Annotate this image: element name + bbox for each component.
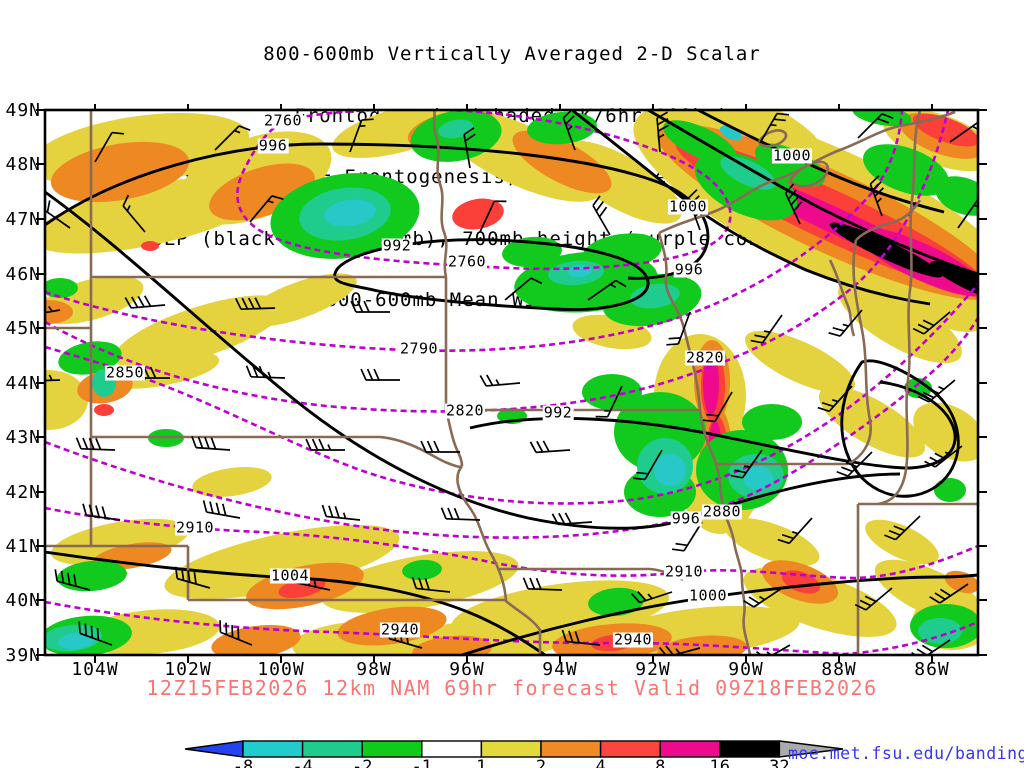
mslp-contours [45, 110, 978, 655]
lat-axis-label: 39N [5, 645, 41, 666]
colorbar-tick-label: -8 [233, 757, 253, 768]
forecast-caption: 12Z15FEB2026 12km NAM 69hr forecast Vali… [146, 676, 878, 700]
lon-axis-label: 88W [821, 659, 857, 680]
colorbar-tick-label: 32 [769, 757, 789, 768]
lon-axis-label: 92W [635, 659, 671, 680]
lat-axis-label: 46N [5, 264, 41, 285]
colorbar-tick-label: 1 [476, 757, 486, 768]
height-contour-label: 2790 [398, 339, 440, 358]
height-contour-label: 2910 [663, 562, 705, 581]
height-contour-label: 2940 [379, 620, 421, 639]
lat-axis-label: 44N [5, 373, 41, 394]
colorbar-tick-label: -4 [292, 757, 312, 768]
lat-axis-label: 49N [5, 100, 41, 121]
lon-axis-label: 98W [356, 659, 392, 680]
lat-axis-label: 42N [5, 482, 41, 503]
mslp-contour-label: 1000 [771, 146, 813, 165]
colorbar-tick-label: 8 [655, 757, 665, 768]
mslp-contour-label: 996 [670, 509, 702, 528]
lon-axis-label: 102W [164, 659, 212, 680]
lat-axis-label: 40N [5, 590, 41, 611]
lon-axis-label: 90W [728, 659, 764, 680]
height-contour-label: 2760 [262, 111, 304, 130]
lon-axis-label: 86W [914, 659, 950, 680]
lat-axis-label: 41N [5, 536, 41, 557]
state-borders [45, 110, 978, 655]
mslp-contour-label: 996 [673, 260, 705, 279]
height-contour-label: 2820 [684, 348, 726, 367]
lon-axis-label: 104W [71, 659, 119, 680]
wind-barbs [45, 110, 978, 655]
height-contours-700mb [45, 110, 978, 655]
colorbar-tick-label: -2 [352, 757, 372, 768]
mslp-contour-label: 992 [542, 403, 574, 422]
height-contour-label: 2880 [701, 502, 743, 521]
colorbar-tick-label: 16 [710, 757, 730, 768]
height-contour-label: 2850 [104, 363, 146, 382]
axis-ticks [36, 104, 987, 663]
height-contour-label: 2820 [444, 401, 486, 420]
mslp-contour-label: 996 [257, 136, 289, 155]
lat-axis-label: 45N [5, 318, 41, 339]
lat-axis-label: 48N [5, 154, 41, 175]
title-line-1: 800-600mb Vertically Averaged 2-D Scalar [263, 43, 761, 65]
colorbar-tick-label: -1 [412, 757, 432, 768]
colorbar-tick-label: 4 [595, 757, 605, 768]
lat-axis-label: 47N [5, 209, 41, 230]
height-contour-label: 2910 [174, 518, 216, 537]
mslp-contour-label: 1000 [667, 197, 709, 216]
lat-axis-label: 43N [5, 427, 41, 448]
colorbar-tick-label: 2 [536, 757, 546, 768]
mslp-contour-label: 992 [381, 236, 413, 255]
mslp-contour-label: 1004 [269, 566, 311, 585]
colorbar-scale: -8 -4 -2 -1 1 2 4 8 16 32 [184, 740, 844, 768]
height-contour-label: 2760 [446, 252, 488, 271]
mslp-contour-label: 1000 [687, 586, 729, 605]
lon-axis-label: 94W [542, 659, 578, 680]
banding-link[interactable]: moe.met.fsu.edu/banding [788, 744, 1024, 763]
lon-axis-label: 96W [449, 659, 485, 680]
lon-axis-label: 100W [257, 659, 305, 680]
height-contour-label: 2940 [612, 630, 654, 649]
